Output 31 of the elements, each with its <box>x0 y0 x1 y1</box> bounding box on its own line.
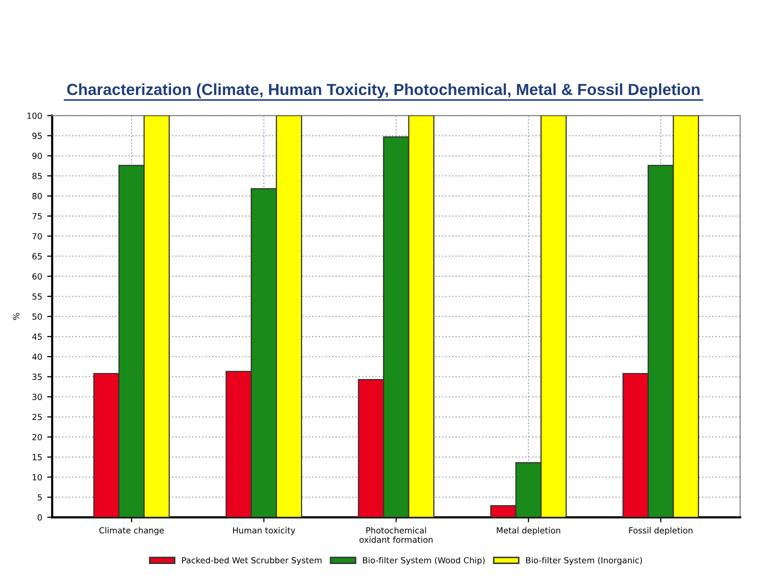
y-tick-label: 0 <box>38 514 42 521</box>
x-tick-label: Fossil depletion <box>629 527 692 536</box>
x-tick-label: Photochemical oxidant formation <box>360 527 433 543</box>
y-tick-label: 65 <box>32 253 42 260</box>
y-tick-label: 75 <box>32 213 42 220</box>
y-tick-label: 55 <box>32 293 42 300</box>
y-tick-label: 35 <box>32 374 42 380</box>
y-tick-label: 50 <box>32 313 42 320</box>
y-tick-label: 90 <box>32 152 42 160</box>
x-tick-label: Metal depletion <box>496 527 560 536</box>
x-tick-label: Human toxicity <box>233 527 296 536</box>
y-tick-label: 95 <box>32 132 42 139</box>
y-tick-label: 85 <box>32 172 42 180</box>
legend-label: Bio-filter System (Inorganic) <box>526 556 642 566</box>
legend-label: Packed-bed Wet Scrubber System <box>182 556 322 566</box>
y-tick-label: 30 <box>32 394 42 400</box>
y-tick-label: 25 <box>32 414 42 420</box>
y-tick-label: 80 <box>32 192 42 200</box>
x-tick-label: Climate change <box>99 527 164 536</box>
y-tick-label: 10 <box>32 474 42 480</box>
y-axis-title: % <box>13 312 20 320</box>
y-tick-label: 70 <box>32 233 42 240</box>
legend-label: Bio-filter System (Wood Chip) <box>363 556 485 566</box>
y-tick-label: 45 <box>32 334 42 340</box>
y-tick-label: 5 <box>38 494 42 501</box>
y-tick-label: 20 <box>32 434 42 440</box>
chart-title: Characterization (Climate, Human Toxicity, Photochemical, Metal & Fossil Depletion <box>67 83 700 98</box>
y-tick-label: 100 <box>27 112 42 119</box>
y-tick-label: 40 <box>32 354 42 360</box>
y-tick-label: 60 <box>32 273 42 280</box>
y-tick-label: 15 <box>32 454 42 460</box>
